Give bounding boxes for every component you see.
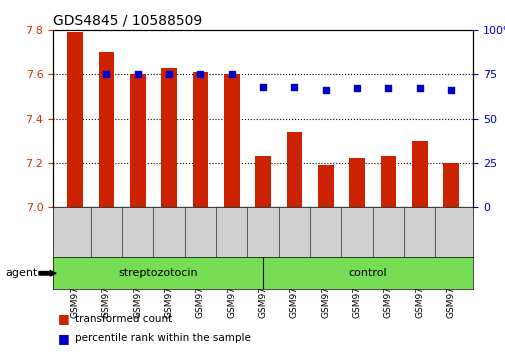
Bar [317,165,333,207]
Point [227,72,235,77]
Bar [286,132,301,207]
Bar [161,68,177,207]
Point [102,72,110,77]
Point [446,87,454,93]
Text: agent: agent [5,268,37,278]
Point [259,84,267,90]
Text: percentile rank within the sample: percentile rank within the sample [75,333,250,343]
Point [415,86,423,91]
Text: streptozotocin: streptozotocin [118,268,197,278]
Text: control: control [348,268,387,278]
Bar [255,156,270,207]
Point [133,72,141,77]
Bar [192,72,208,207]
Point [352,86,361,91]
Bar [67,32,83,207]
Bar [442,163,458,207]
Bar [348,158,364,207]
Point [290,84,298,90]
Bar [98,52,114,207]
Text: transformed count: transformed count [75,314,172,324]
Point [384,86,392,91]
Point [165,72,173,77]
Text: ■: ■ [58,312,70,325]
Text: GDS4845 / 10588509: GDS4845 / 10588509 [53,13,202,28]
Bar [411,141,427,207]
Bar [130,74,145,207]
Point [196,72,204,77]
Bar [224,74,239,207]
Point [321,87,329,93]
Bar [380,156,395,207]
Text: ■: ■ [58,332,70,344]
